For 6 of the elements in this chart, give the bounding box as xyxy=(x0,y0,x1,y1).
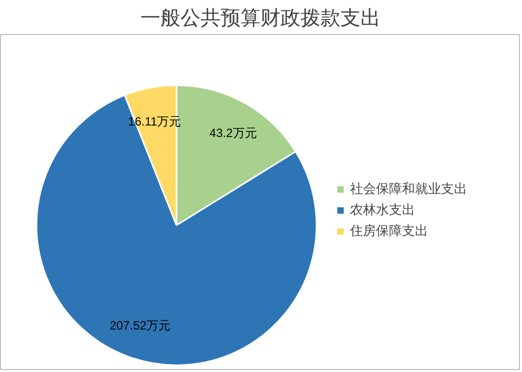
chart-title: 一般公共预算财政拨款支出 xyxy=(140,8,380,30)
legend-label: 农林水支出 xyxy=(350,201,415,219)
data-label: 43.2万元 xyxy=(209,126,257,140)
legend-label: 住房保障支出 xyxy=(350,222,428,240)
data-label: 207.52万元 xyxy=(110,318,170,332)
legend-label: 社会保障和就业支出 xyxy=(350,180,467,198)
